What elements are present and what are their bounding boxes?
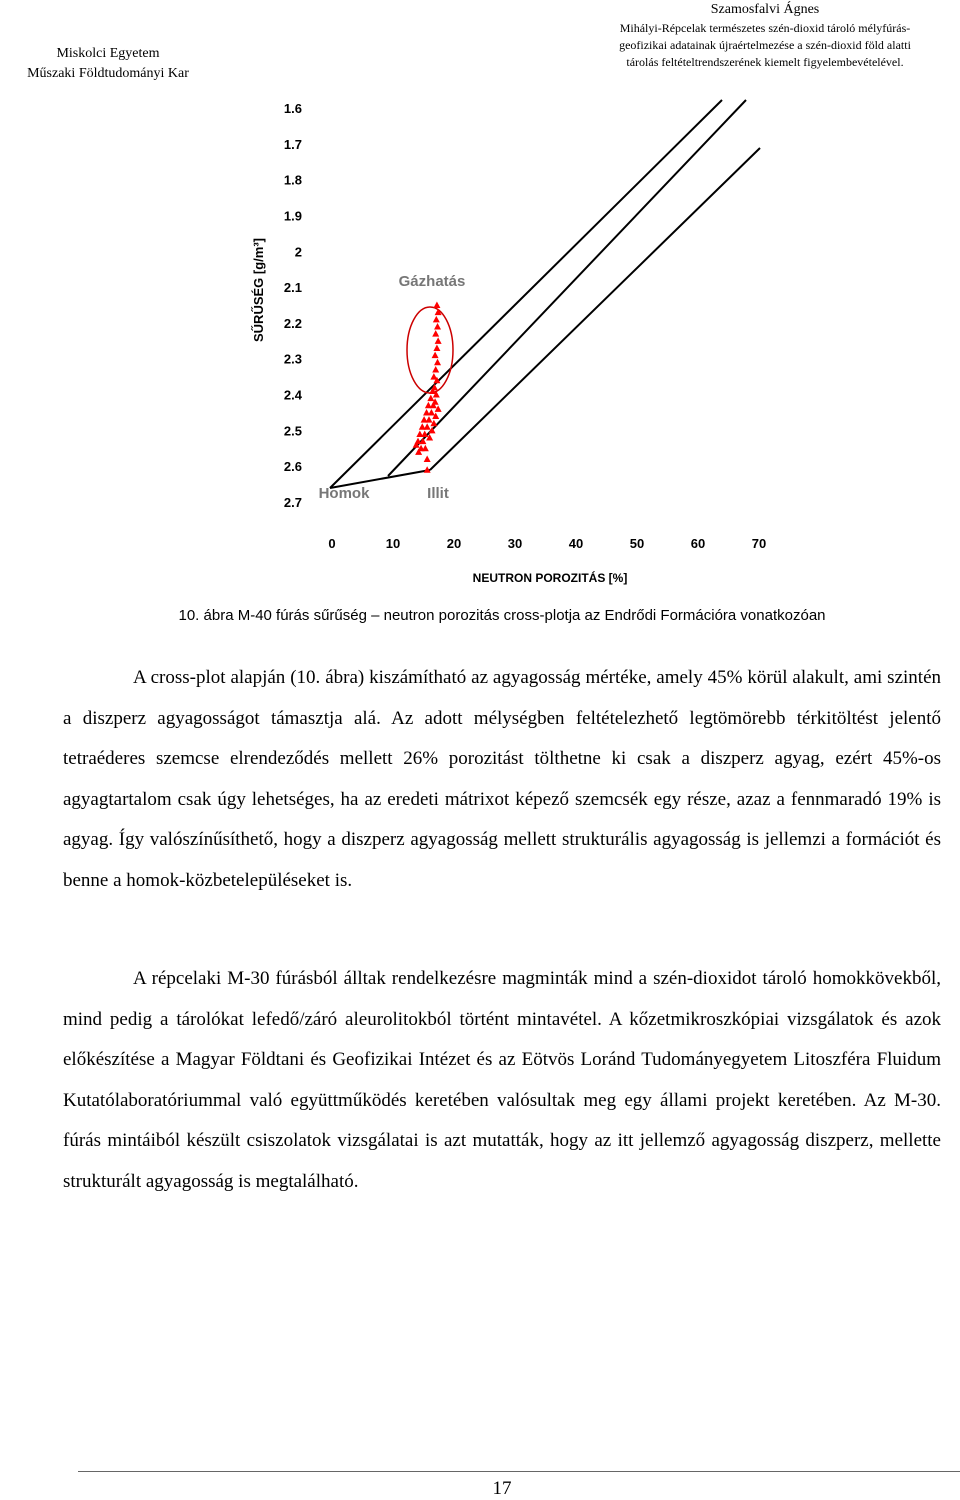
data-point: [416, 430, 424, 437]
gas-ellipse: [406, 306, 454, 394]
data-point: [434, 358, 442, 366]
data-point: [421, 430, 429, 437]
page-number: 17: [492, 1478, 512, 1499]
data-point: [433, 301, 441, 308]
annotation: Homok: [319, 485, 370, 502]
y-axis-title: SŰRŰSÉG [g/m³]: [251, 238, 266, 342]
data-point: [415, 448, 423, 455]
data-point: [431, 351, 439, 359]
annotation: Gázhatás: [399, 273, 466, 290]
data-point: [432, 315, 440, 323]
x-tick-label: 40: [569, 536, 583, 551]
data-point: [434, 405, 442, 412]
data-point: [419, 437, 427, 445]
y-tick-label: 2: [295, 244, 302, 259]
y-tick-label: 2.4: [284, 388, 303, 403]
data-point: [427, 408, 435, 416]
caption: 10. ábra M-40 fúrás sűrűség – neutron po…: [178, 607, 826, 624]
data-point: [423, 455, 431, 463]
header-title-line: geofizikai adatainak újraértelmezése a s…: [619, 38, 911, 52]
data-point: [432, 365, 440, 373]
header-title-line: tárolás feltételtrendszerének kiemelt fi…: [626, 55, 904, 69]
y-tick-label: 1.9: [284, 208, 302, 223]
author: Szamosfalvi Ágnes: [710, 2, 820, 17]
data-point: [429, 387, 437, 394]
data-point: [432, 330, 440, 337]
data-point: [425, 416, 433, 423]
y-tick-label: 2.6: [284, 459, 302, 474]
data-point: [433, 376, 441, 384]
y-tick-label: 2.2: [284, 316, 302, 331]
data-point: [420, 416, 428, 423]
data-point: [423, 423, 431, 430]
paragraph: A répcelaki M-30 fúrásból álltak rendelk…: [63, 968, 941, 1192]
data-point: [430, 373, 438, 380]
footer-rule: [78, 1471, 960, 1472]
data-point: [432, 412, 440, 420]
x-tick-label: 60: [691, 536, 705, 551]
x-tick-label: 30: [508, 536, 522, 551]
header-left: Miskolci Egyetem Műszaki Földtudományi K…: [8, 44, 208, 84]
y-tick-label: 1.6: [284, 101, 302, 116]
model-line: [329, 99, 723, 489]
data-point: [423, 408, 431, 416]
data-point: [429, 401, 437, 409]
x-tick-label: 0: [328, 536, 335, 551]
x-tick-label: 70: [752, 536, 766, 551]
header-right: Szamosfalvi Ágnes Mihályi-Répcelak termé…: [580, 0, 950, 71]
data-point: [412, 441, 420, 448]
header-line: Miskolci Egyetem: [56, 46, 160, 61]
x-tick-label: 20: [447, 536, 461, 551]
y-tick-label: 1.7: [284, 137, 302, 152]
data-point: [426, 434, 434, 441]
data-point: [421, 444, 429, 452]
data-point: [433, 344, 441, 351]
data-point: [427, 394, 435, 402]
data-point: [432, 391, 440, 398]
x-axis-title: NEUTRON POROZITÁS [%]: [473, 570, 628, 585]
annotation: Illit: [427, 485, 449, 502]
model-line: [329, 469, 431, 489]
paragraph: A cross-plot alapján (10. ábra) kiszámít…: [63, 667, 941, 891]
header-title-line: Mihályi-Répcelak természetes szén-dioxid…: [619, 21, 911, 35]
y-tick-label: 2.5: [284, 423, 302, 438]
header-line: Műszaki Földtudományi Kar: [27, 66, 189, 81]
x-tick-label: 50: [630, 536, 644, 551]
data-point: [418, 423, 426, 430]
x-tick-label: 10: [386, 536, 400, 551]
y-tick-label: 1.8: [284, 173, 302, 188]
chart: Gázhatás Homok Illit NEUTRON POROZITÁS […: [251, 99, 766, 585]
model-lines: [329, 99, 761, 489]
data-point: [428, 426, 436, 434]
data-point: [423, 466, 431, 473]
y-tick-label: 2.7: [284, 495, 302, 510]
data-point: [434, 322, 442, 330]
data-point: [430, 419, 438, 427]
data-point: [424, 401, 432, 409]
y-tick-label: 2.1: [284, 280, 302, 295]
y-tick-label: 2.3: [284, 352, 302, 367]
model-line: [387, 99, 747, 477]
model-line: [429, 147, 761, 471]
data-point: [434, 337, 442, 344]
data-point: [434, 308, 442, 316]
